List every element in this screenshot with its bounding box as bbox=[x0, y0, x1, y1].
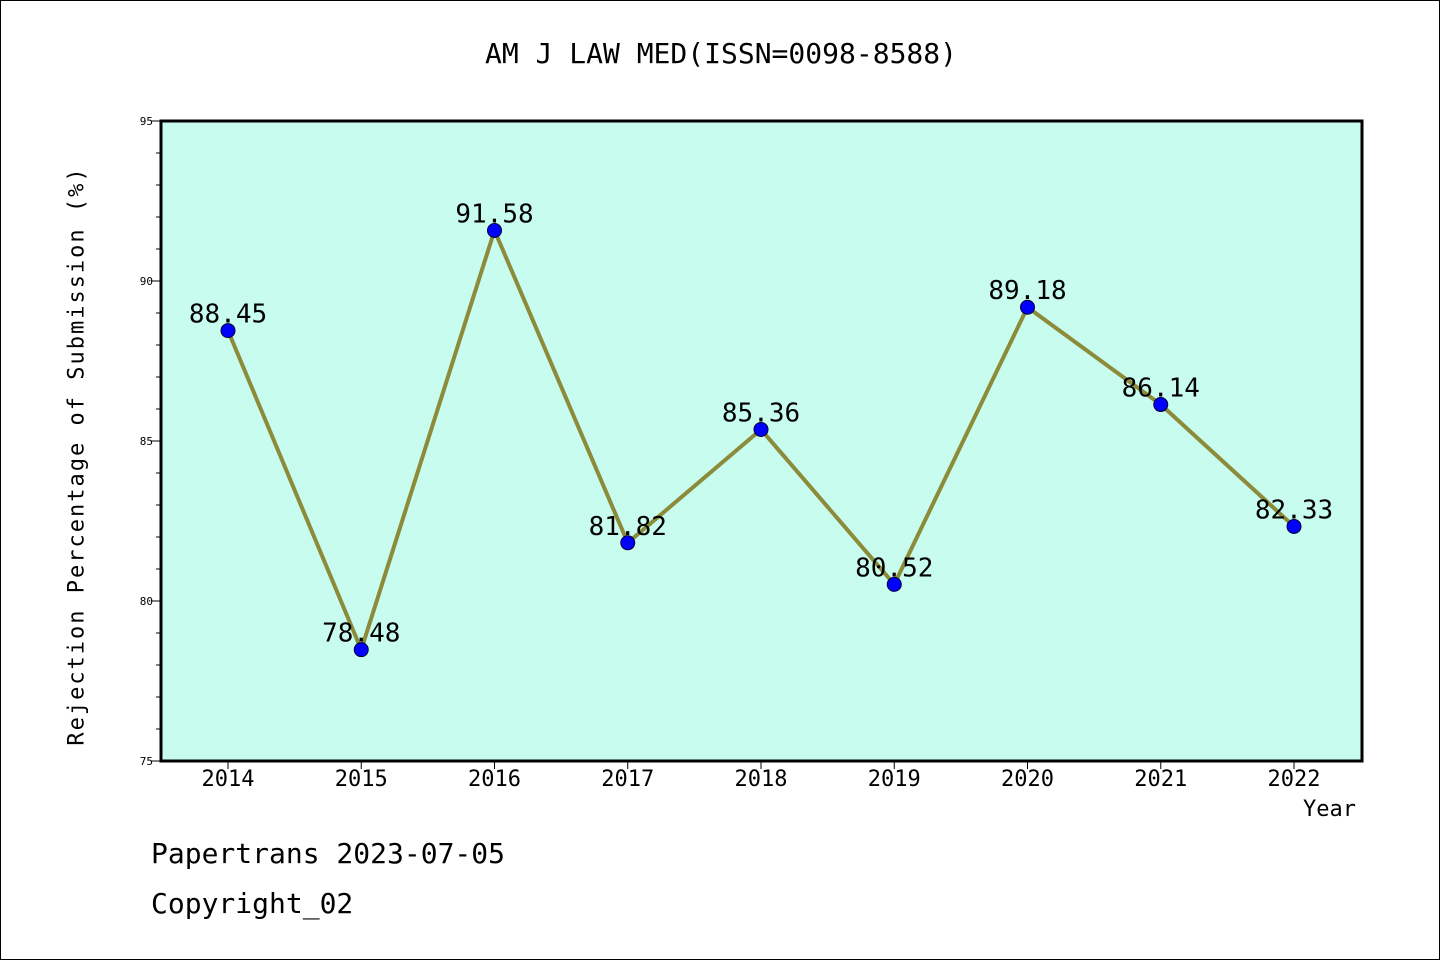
data-point bbox=[753, 421, 769, 437]
x-tick-label: 2016 bbox=[468, 767, 521, 792]
chart-title: AM J LAW MED(ISSN=0098-8588) bbox=[484, 37, 957, 70]
x-tick-label: 2022 bbox=[1268, 767, 1321, 792]
data-point bbox=[1020, 299, 1035, 315]
y-axis-label: Rejection Percentage of Submission (%) bbox=[64, 166, 90, 746]
data-label: 91.58 bbox=[455, 199, 533, 229]
data-label: 88.45 bbox=[189, 300, 267, 330]
x-tick-label: 2018 bbox=[735, 767, 788, 792]
x-tick-label: 2021 bbox=[1134, 767, 1187, 792]
data-label: 78.48 bbox=[322, 619, 400, 649]
x-tick-label: 2014 bbox=[202, 767, 255, 792]
plot-area bbox=[159, 119, 1364, 763]
y-axis: 75 80 85 90 95 bbox=[140, 115, 161, 768]
x-tick-label: 2020 bbox=[1001, 767, 1054, 792]
data-label: 82.33 bbox=[1255, 495, 1333, 525]
y-tick-label: 85 bbox=[140, 435, 153, 448]
data-point bbox=[220, 323, 236, 339]
y-tick-label: 90 bbox=[140, 275, 153, 288]
y-tick-label: 95 bbox=[140, 115, 153, 128]
y-tick-label: 80 bbox=[140, 595, 153, 608]
data-label: 80.52 bbox=[855, 553, 933, 583]
x-tick-label: 2017 bbox=[601, 767, 654, 792]
data-point bbox=[886, 576, 902, 592]
data-point bbox=[620, 535, 636, 551]
data-point bbox=[1153, 397, 1169, 413]
x-axis: 2014 2015 2016 2017 2018 2019 2020 2021 2022 bbox=[202, 761, 1321, 792]
x-tick-label: 2015 bbox=[335, 767, 388, 792]
data-point bbox=[1286, 518, 1302, 534]
x-tick-label: 2019 bbox=[868, 767, 921, 792]
footer-copyright: Copyright_02 bbox=[151, 887, 354, 920]
data-labels: 88.45 78.48 91.58 81.82 85.36 80.52 89.18 86.14… bbox=[189, 199, 1333, 648]
series-group bbox=[220, 222, 1302, 658]
footer-publisher: Papertrans 2023-07-05 bbox=[151, 837, 506, 870]
y-tick-label: 75 bbox=[140, 755, 153, 768]
data-label: 85.36 bbox=[722, 398, 800, 428]
data-point bbox=[487, 222, 502, 238]
data-label: 89.18 bbox=[988, 276, 1066, 306]
data-point bbox=[353, 642, 369, 658]
x-axis-label: Year bbox=[1303, 797, 1356, 822]
data-label: 86.14 bbox=[1122, 374, 1200, 404]
data-label: 81.82 bbox=[589, 512, 667, 542]
